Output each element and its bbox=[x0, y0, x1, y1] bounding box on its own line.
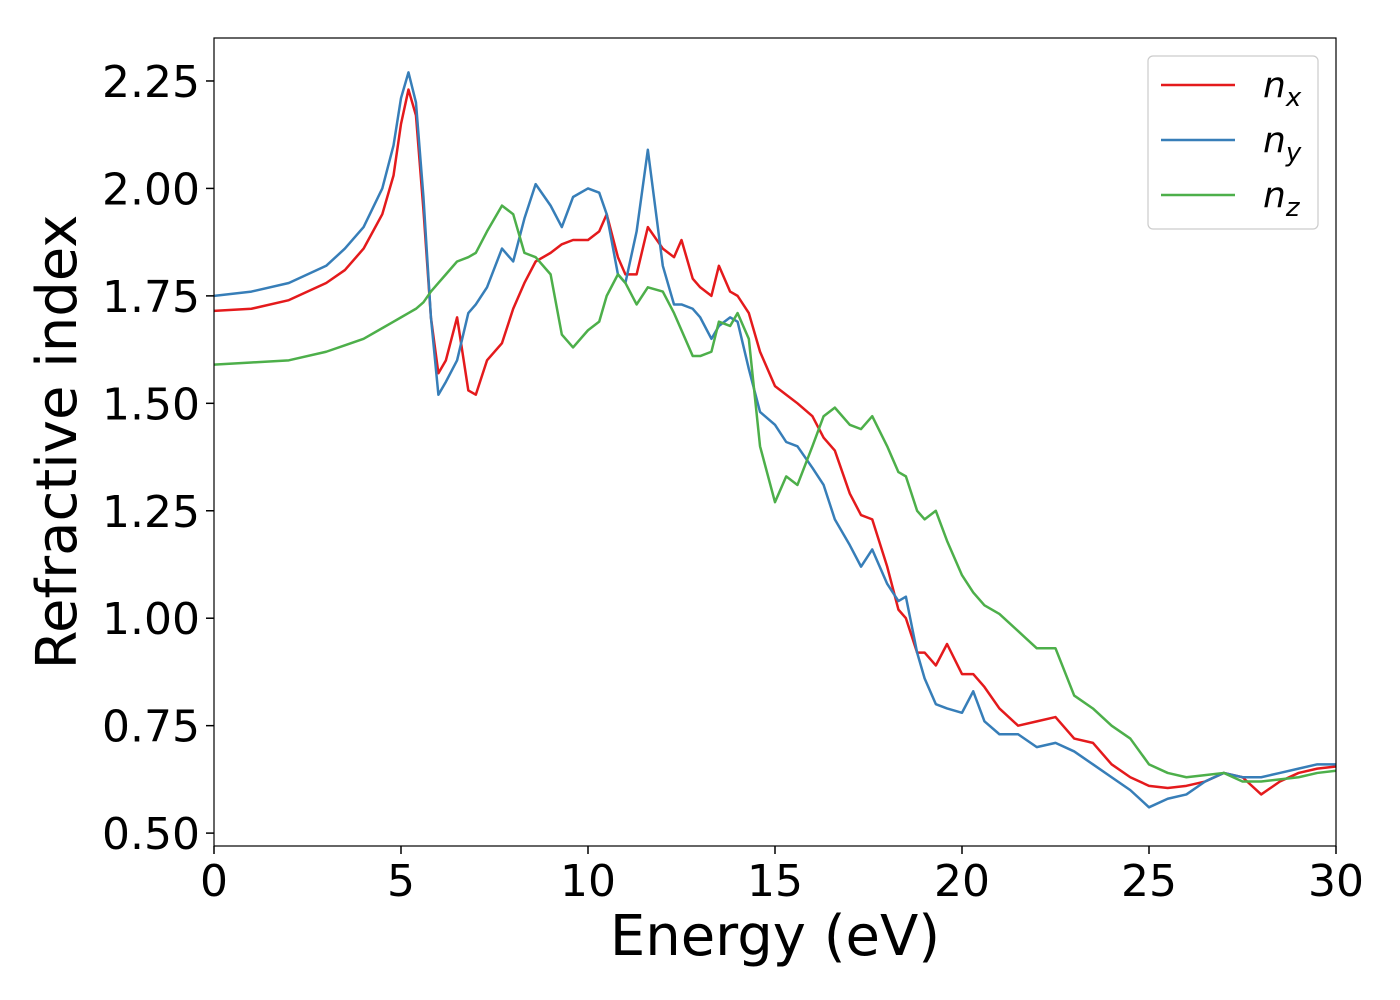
y-tick-label: 1.50 bbox=[102, 379, 200, 430]
y-tick-label: 1.00 bbox=[102, 594, 200, 645]
y-axis-label: Refractive index bbox=[25, 215, 90, 670]
legend-label: ny bbox=[1263, 120, 1302, 168]
x-tick-label: 5 bbox=[387, 856, 415, 907]
legend-label: nz bbox=[1263, 175, 1301, 223]
y-tick-label: 2.25 bbox=[102, 57, 200, 108]
x-tick-label: 30 bbox=[1308, 856, 1364, 907]
y-tick-label: 0.50 bbox=[102, 809, 200, 860]
legend-label: nx bbox=[1263, 65, 1302, 113]
x-tick-label: 15 bbox=[747, 856, 803, 907]
y-tick-label: 1.75 bbox=[102, 272, 200, 323]
x-tick-label: 10 bbox=[560, 856, 616, 907]
x-tick-label: 20 bbox=[934, 856, 990, 907]
series-line bbox=[214, 88, 1336, 796]
plot-frame bbox=[213, 37, 1337, 847]
series-line bbox=[214, 204, 1336, 783]
x-axis-label: Energy (eV) bbox=[610, 904, 940, 969]
y-tick-label: 0.75 bbox=[102, 702, 200, 753]
x-tick-label: 25 bbox=[1121, 856, 1177, 907]
y-tick-label: 2.00 bbox=[102, 164, 200, 215]
y-tick-label: 1.25 bbox=[102, 487, 200, 538]
legend-box bbox=[1147, 55, 1319, 230]
x-tick-label: 0 bbox=[200, 856, 228, 907]
